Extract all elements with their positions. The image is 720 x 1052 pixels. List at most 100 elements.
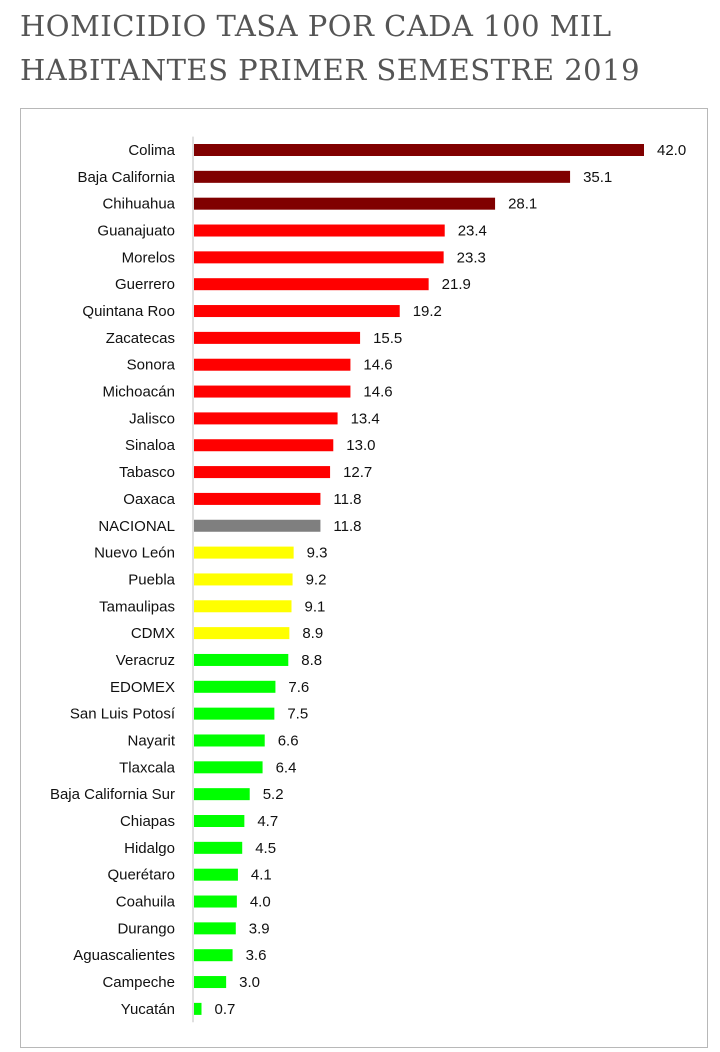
category-label-baja-california: Baja California [77, 169, 175, 186]
value-label-tabasco: 12.7 [343, 464, 372, 481]
category-label-chihuahua: Chihuahua [102, 196, 175, 213]
bar-yucatan [194, 1002, 202, 1015]
category-label-nuevo-leon: Nuevo León [94, 545, 175, 562]
value-label-coahuila: 4.0 [250, 894, 271, 911]
bar-guerrero [194, 278, 429, 291]
value-label-zacatecas: 15.5 [373, 330, 402, 347]
value-label-chiapas: 4.7 [257, 813, 278, 830]
bar-tabasco [194, 466, 331, 479]
bar-queretaro [194, 868, 238, 881]
value-label-oaxaca: 11.8 [333, 491, 361, 508]
bar-nacional [194, 519, 321, 532]
bar-baja-california [194, 170, 571, 183]
category-label-puebla: Puebla [128, 571, 175, 588]
value-label-sinaloa: 13.0 [346, 437, 375, 454]
bar-tlaxcala [194, 761, 263, 774]
chart-title: HOMICIDIO TASA POR CADA 100 MIL HABITANT… [20, 4, 710, 92]
category-label-colima: Colima [128, 142, 175, 159]
chart-title-line-1: HOMICIDIO TASA POR CADA 100 MIL [20, 9, 612, 43]
category-label-veracruz: Veracruz [116, 652, 175, 669]
bar-guanajuato [194, 224, 445, 237]
value-label-quintana-roo: 19.2 [413, 303, 442, 320]
bar-tamaulipas [194, 600, 292, 613]
bar-campeche [194, 976, 227, 989]
bar-aguascalientes [194, 949, 233, 962]
category-label-baja-california-sur: Baja California Sur [50, 786, 175, 803]
category-label-oaxaca: Oaxaca [123, 491, 175, 508]
bar-morelos [194, 251, 444, 264]
category-label-quintana-roo: Quintana Roo [82, 303, 175, 320]
bar-oaxaca [194, 492, 321, 505]
category-label-durango: Durango [117, 920, 175, 937]
bar-zacatecas [194, 331, 361, 344]
category-label-queretaro: Querétaro [107, 867, 175, 884]
value-label-hidalgo: 4.5 [255, 840, 276, 857]
category-label-edomex: EDOMEX [110, 679, 175, 696]
bar-sinaloa [194, 439, 334, 452]
value-label-guanajuato: 23.4 [458, 223, 487, 240]
bar-chart: Colima 42.0 Baja California 35.1 Chihuahua 28… [50, 136, 686, 1023]
bar-nuevo-leon [194, 546, 294, 559]
category-label-hidalgo: Hidalgo [124, 840, 175, 857]
value-label-queretaro: 4.1 [251, 867, 272, 884]
category-label-tabasco: Tabasco [119, 464, 175, 481]
value-label-veracruz: 8.8 [301, 652, 322, 669]
value-label-puebla: 9.2 [306, 571, 327, 588]
value-label-nayarit: 6.6 [278, 732, 299, 749]
category-label-nayarit: Nayarit [127, 732, 175, 749]
value-label-nacional: 11.8 [333, 518, 361, 535]
bar-san-luis-potosi [194, 707, 275, 720]
value-label-campeche: 3.0 [239, 974, 260, 991]
bar-chihuahua [194, 197, 496, 210]
bar-michoacan [194, 385, 351, 398]
value-label-morelos: 23.3 [457, 249, 486, 266]
category-label-jalisco: Jalisco [129, 410, 175, 427]
bar-durango [194, 922, 236, 935]
bar-quintana-roo [194, 305, 400, 318]
bar-hidalgo [194, 841, 243, 854]
category-label-coahuila: Coahuila [116, 894, 176, 911]
category-label-cdmx: CDMX [131, 625, 175, 642]
bar-sonora [194, 358, 351, 371]
bar-puebla [194, 573, 293, 586]
category-label-nacional: NACIONAL [98, 518, 175, 535]
value-label-jalisco: 13.4 [351, 410, 380, 427]
value-label-guerrero: 21.9 [442, 276, 471, 293]
category-label-sinaloa: Sinaloa [125, 437, 176, 454]
bar-edomex [194, 680, 276, 693]
category-label-san-luis-potosi: San Luis Potosí [70, 706, 176, 723]
category-label-morelos: Morelos [122, 249, 175, 266]
value-label-yucatan: 0.7 [215, 1001, 236, 1018]
value-label-aguascalientes: 3.6 [246, 947, 267, 964]
bar-jalisco [194, 412, 338, 425]
value-label-sonora: 14.6 [363, 357, 392, 374]
bar-baja-california-sur [194, 788, 250, 801]
value-label-colima: 42.0 [657, 142, 686, 159]
value-label-nuevo-leon: 9.3 [307, 545, 328, 562]
value-label-chihuahua: 28.1 [508, 196, 537, 213]
bar-nayarit [194, 734, 265, 747]
chart-frame: Colima 42.0 Baja California 35.1 Chihuahua 28… [20, 108, 708, 1048]
category-label-aguascalientes: Aguascalientes [73, 947, 175, 964]
value-label-tamaulipas: 9.1 [305, 598, 326, 615]
bar-coahuila [194, 895, 237, 908]
category-label-guanajuato: Guanajuato [97, 223, 175, 240]
category-label-chiapas: Chiapas [120, 813, 175, 830]
value-label-san-luis-potosi: 7.5 [287, 706, 308, 723]
category-label-guerrero: Guerrero [115, 276, 175, 293]
category-label-yucatan: Yucatán [121, 1001, 175, 1018]
bar-colima [194, 144, 644, 156]
value-label-edomex: 7.6 [288, 679, 309, 696]
value-label-baja-california: 35.1 [583, 169, 612, 186]
value-label-michoacan: 14.6 [363, 384, 392, 401]
bar-cdmx [194, 627, 290, 640]
chart-title-line-2: HABITANTES PRIMER SEMESTRE 2019 [20, 53, 641, 87]
category-label-zacatecas: Zacatecas [106, 330, 175, 347]
value-label-durango: 3.9 [249, 920, 270, 937]
category-label-tlaxcala: Tlaxcala [119, 759, 176, 776]
value-label-tlaxcala: 6.4 [276, 759, 297, 776]
category-label-michoacan: Michoacán [102, 384, 175, 401]
value-label-baja-california-sur: 5.2 [263, 786, 284, 803]
bar-chiapas [194, 815, 245, 827]
bar-veracruz [194, 653, 289, 666]
